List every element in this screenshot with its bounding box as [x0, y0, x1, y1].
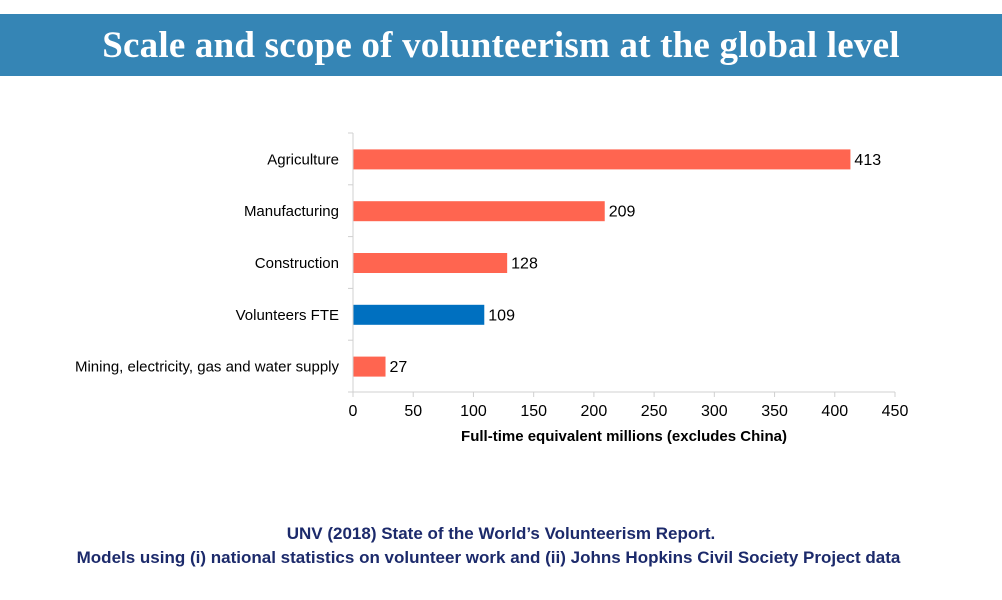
data-label: 209 [609, 204, 636, 221]
data-label: 27 [390, 359, 408, 376]
category-label: Volunteers FTE [236, 307, 339, 324]
x-tick-label: 250 [641, 403, 668, 420]
category-label: Mining, electricity, gas and water suppl… [75, 359, 340, 376]
x-axis-title: Full-time equivalent millions (excludes … [461, 428, 787, 445]
x-tick-label: 350 [761, 403, 788, 420]
data-labels: 413 209 128 109 27 [390, 152, 882, 376]
x-tick-label: 200 [581, 403, 608, 420]
bars [353, 149, 851, 377]
x-tick-label: 0 [349, 403, 358, 420]
axes [348, 132, 895, 393]
bar-agriculture [353, 149, 851, 170]
bar-construction [353, 253, 508, 273]
slide-title: Scale and scope of volunteerism at the g… [102, 24, 900, 66]
bar-manufacturing [353, 201, 605, 222]
x-axis-ticks: 0 50 100 150 200 250 300 350 400 450 [349, 392, 909, 420]
source-line-2: Models using (i) national statistics on … [76, 548, 901, 567]
category-label: Construction [255, 255, 339, 272]
category-label: Agriculture [267, 151, 339, 168]
bar-volunteers-fte [353, 304, 485, 325]
category-label: Manufacturing [244, 203, 339, 220]
data-label: 109 [488, 307, 515, 324]
x-tick-label: 100 [460, 403, 487, 420]
data-label: 128 [511, 256, 538, 273]
x-tick-label: 150 [520, 403, 547, 420]
bar-mining-electricity-gas-and-water-supply [353, 356, 386, 377]
source-note: UNV (2018) State of the World’s Voluntee… [0, 522, 1002, 570]
source-line-1: UNV (2018) State of the World’s Voluntee… [286, 524, 716, 543]
x-tick-label: 450 [882, 403, 909, 420]
x-tick-label: 300 [701, 403, 728, 420]
data-label: 413 [854, 152, 881, 169]
x-tick-label: 400 [821, 403, 848, 420]
x-tick-label: 50 [404, 403, 422, 420]
y-axis-labels: Agriculture Manufacturing Construction Volu… [75, 151, 340, 375]
title-banner: Scale and scope of volunteerism at the g… [0, 14, 1002, 76]
